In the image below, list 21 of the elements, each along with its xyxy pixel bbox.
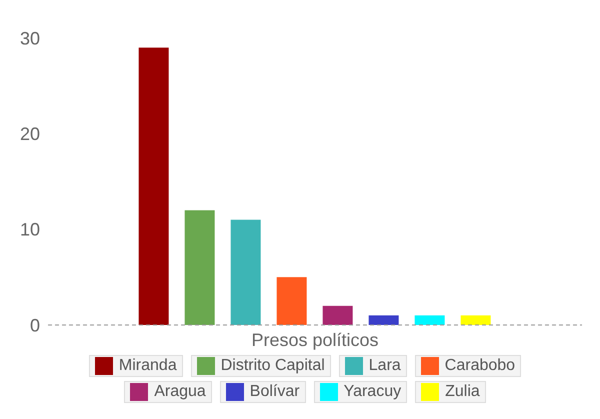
bar bbox=[230, 220, 261, 325]
bar bbox=[460, 315, 491, 325]
y-tick-label: 30 bbox=[20, 28, 40, 48]
y-tick-label: 20 bbox=[20, 124, 40, 144]
bar bbox=[276, 277, 307, 325]
bar bbox=[184, 210, 215, 325]
bar bbox=[414, 315, 445, 325]
legend-label: Zulia bbox=[445, 383, 480, 401]
y-tick-label: 0 bbox=[30, 315, 40, 336]
legend-label: Lara bbox=[368, 357, 401, 375]
legend-label: Carabobo bbox=[444, 357, 516, 375]
legend-label: Distrito Capital bbox=[220, 357, 325, 375]
legend-label: Aragua bbox=[154, 383, 206, 401]
legend-label: Bolívar bbox=[250, 383, 300, 401]
x-tick-label: Presos políticos bbox=[251, 330, 379, 350]
y-tick-label: 10 bbox=[20, 220, 40, 240]
legend-label: Yaracuy bbox=[344, 383, 402, 401]
bar bbox=[138, 48, 169, 325]
legend-label: Miranda bbox=[118, 357, 177, 375]
bar bbox=[368, 315, 399, 325]
bar bbox=[322, 306, 353, 325]
